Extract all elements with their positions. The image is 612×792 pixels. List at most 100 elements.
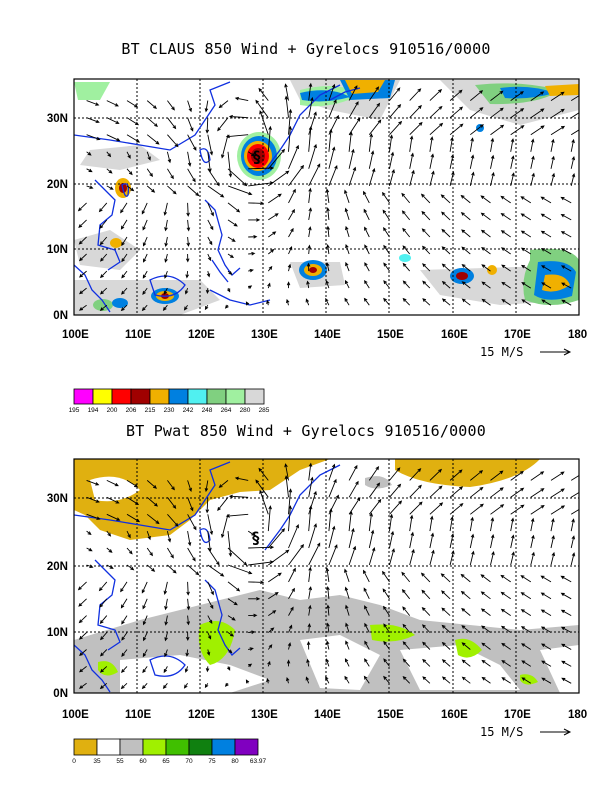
wind-arrow <box>521 282 532 289</box>
wind-arrow <box>530 488 545 498</box>
wind-arrow <box>286 677 290 684</box>
wind-arrow <box>550 534 555 549</box>
wind-arrow <box>248 201 265 206</box>
wind-arrow <box>234 96 249 102</box>
wind-arrow <box>570 552 576 566</box>
wind-arrow <box>186 615 191 626</box>
wind-arrow <box>227 564 253 575</box>
wind-arrow <box>207 514 214 536</box>
wind-arrow <box>141 682 148 690</box>
colorbar-label: 65 <box>162 758 170 765</box>
wind-arrow <box>120 682 128 690</box>
wind-arrow <box>288 188 296 204</box>
wind-arrow <box>461 676 471 684</box>
wind-arrow <box>364 244 370 255</box>
wind-arrow <box>469 516 474 532</box>
wind-arrow <box>308 476 314 498</box>
wind-arrow <box>308 82 313 101</box>
wind-arrow <box>187 564 200 576</box>
wind-arrow <box>106 134 121 142</box>
wind-arrow <box>402 658 411 667</box>
wind-arrow <box>540 230 552 238</box>
wind-arrow <box>217 497 229 512</box>
wind-arrow <box>120 219 128 230</box>
wind-arrow <box>441 624 451 633</box>
wind-arrow <box>266 677 270 684</box>
wind-arrow <box>541 643 552 650</box>
wind-arrow <box>99 236 108 246</box>
wind-arrow <box>421 589 431 600</box>
wind-arrow <box>344 297 350 306</box>
wind-arrow <box>78 666 87 673</box>
wind-arrow <box>409 514 414 532</box>
wind-arrow <box>99 219 108 229</box>
wind-arrow <box>325 280 330 289</box>
wind-arrow <box>348 497 361 515</box>
colorbar-label: 194 <box>88 407 99 414</box>
wind-arrow <box>287 263 292 272</box>
wind-arrow <box>382 570 390 583</box>
wind-arrow <box>227 615 236 621</box>
wind-arrow <box>106 479 119 487</box>
wind-arrow <box>86 496 100 503</box>
wind-arrow <box>530 551 535 566</box>
wind-arrow <box>383 675 390 684</box>
wind-arrow <box>218 480 229 488</box>
colorbar-swatch <box>168 388 189 405</box>
colorbar-label: 248 <box>202 407 213 414</box>
wind-arrow <box>126 117 140 126</box>
wind-arrow <box>382 209 390 221</box>
wind-arrow <box>368 86 380 101</box>
wind-arrow <box>248 218 261 222</box>
wind-arrow <box>126 530 131 539</box>
wind-arrow <box>348 148 355 169</box>
wind-arrow <box>99 287 108 295</box>
wind-arrow <box>204 100 209 113</box>
wind-arrow <box>490 517 495 532</box>
wind-arrow <box>550 551 556 566</box>
wind-arrow <box>306 280 310 289</box>
wind-arrow <box>248 596 261 601</box>
wind-arrow <box>224 682 229 687</box>
wind-arrow <box>521 677 532 684</box>
wind-arrow <box>344 279 350 289</box>
wind-arrow <box>207 185 225 198</box>
wind-arrow <box>86 185 94 189</box>
wind-arrow <box>308 542 321 566</box>
wind-arrow <box>363 297 370 306</box>
x-tick: 160E <box>441 709 468 721</box>
wind-arrow <box>99 682 108 690</box>
wind-arrow <box>409 468 422 481</box>
wind-arrow <box>204 304 209 311</box>
wind-arrow <box>401 588 411 600</box>
wind-arrow <box>561 299 572 306</box>
wind-arrow <box>120 581 128 593</box>
wind-arrow <box>461 607 471 616</box>
wind-arrow <box>429 515 434 532</box>
wind-arrow <box>402 297 411 306</box>
wind-arrow <box>187 185 200 197</box>
wind-arrow <box>167 185 177 195</box>
wind-arrow <box>570 535 576 549</box>
x-tick: 110E <box>125 709 152 721</box>
wind-arrow <box>520 626 532 633</box>
y-tick: 20N <box>47 561 68 573</box>
colorbar-label: 63.97 <box>250 758 267 765</box>
y-tick: 0N <box>53 688 68 700</box>
wind-arrow <box>530 155 535 169</box>
wind-arrow <box>120 304 128 312</box>
wind-arrow <box>364 605 370 616</box>
wind-arrow <box>480 591 491 600</box>
wind-arrow <box>164 219 168 232</box>
colorbar-swatch <box>119 738 144 756</box>
wind-arrow <box>490 90 504 101</box>
wind-arrow <box>421 210 431 221</box>
wind-arrow <box>186 598 191 611</box>
wind-arrow <box>77 581 87 591</box>
wind-arrow <box>141 304 148 312</box>
wind-arrow <box>469 533 475 549</box>
wind-arrow <box>420 572 431 583</box>
wind-arrow <box>500 213 511 221</box>
wind-arrow <box>402 227 411 238</box>
wind-arrow <box>207 253 212 262</box>
